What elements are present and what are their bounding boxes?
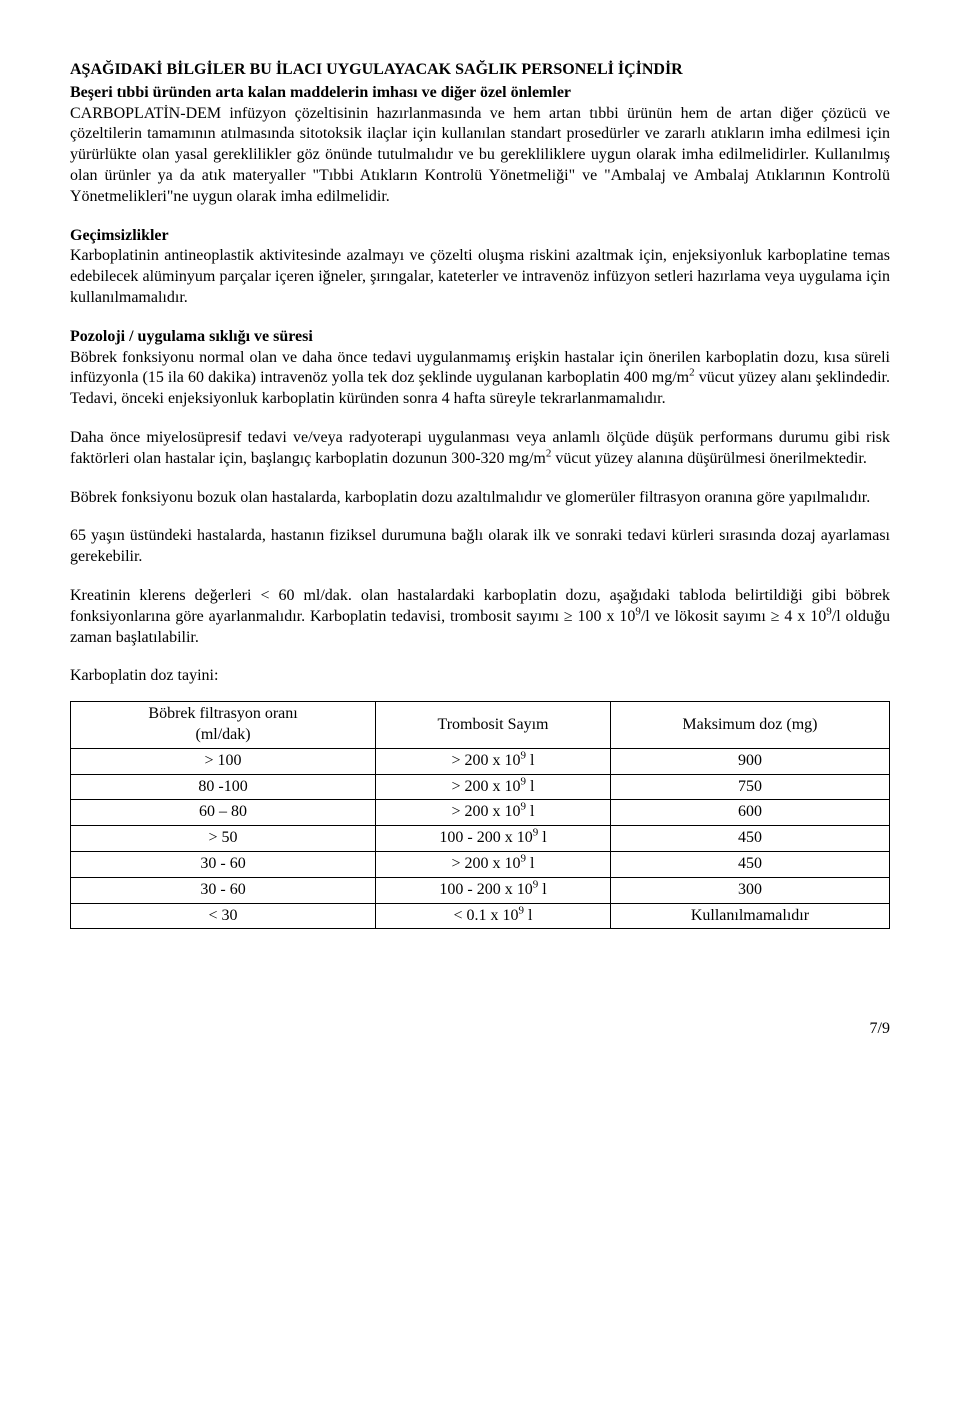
table-cell-c1: 60 – 80 bbox=[71, 800, 376, 826]
pozoloji-p5-mid: /l ve lökosit sayımı ≥ 4 x 10 bbox=[641, 608, 826, 625]
gecimsizlikler-body: Karboplatinin antineoplastik aktivitesin… bbox=[70, 247, 890, 306]
table-header-c1a: Böbrek filtrasyon oranı bbox=[148, 705, 297, 722]
pozoloji-p4: 65 yaşın üstündeki hastalarda, hastanın … bbox=[70, 526, 890, 568]
table-cell-c3: 900 bbox=[610, 748, 889, 774]
table-row: 30 - 60> 200 x 109 l450 bbox=[71, 851, 890, 877]
gecimsizlikler-heading: Geçimsizlikler bbox=[70, 227, 169, 244]
table-cell-c3: 450 bbox=[610, 851, 889, 877]
table-row: 80 -100> 200 x 109 l750 bbox=[71, 774, 890, 800]
table-header-c3: Maksimum doz (mg) bbox=[610, 702, 889, 749]
table-cell-c2: > 200 x 109 l bbox=[376, 748, 611, 774]
pozoloji-p2: Daha önce miyelosüpresif tedavi ve/veya … bbox=[70, 428, 890, 470]
doz-tayini-table: Böbrek filtrasyon oranı (ml/dak) Trombos… bbox=[70, 701, 890, 929]
gecimsizlikler-paragraph: Geçimsizlikler Karboplatinin antineoplas… bbox=[70, 226, 890, 309]
intro-body: CARBOPLATİN-DEM infüzyon çözeltisinin ha… bbox=[70, 105, 890, 205]
table-cell-c1: 30 - 60 bbox=[71, 877, 376, 903]
pozoloji-p5: Kreatinin klerens değerleri < 60 ml/dak.… bbox=[70, 586, 890, 648]
table-cell-c2: > 200 x 109 l bbox=[376, 774, 611, 800]
intro-heading: Beşeri tıbbi üründen arta kalan maddeler… bbox=[70, 84, 571, 101]
table-row: < 30< 0.1 x 109 lKullanılmamalıdır bbox=[71, 903, 890, 929]
table-cell-c3: 300 bbox=[610, 877, 889, 903]
table-cell-c3: Kullanılmamalıdır bbox=[610, 903, 889, 929]
pozoloji-p1: Böbrek fonksiyonu normal olan ve daha ön… bbox=[70, 348, 890, 410]
table-row: > 100> 200 x 109 l900 bbox=[71, 748, 890, 774]
table-cell-c1: 80 -100 bbox=[71, 774, 376, 800]
pozoloji-p2-post: vücut yüzey alanına düşürülmesi önerilme… bbox=[551, 450, 866, 467]
table-cell-c2: 100 - 200 x 109 l bbox=[376, 826, 611, 852]
doz-tayini-label: Karboplatin doz tayini: bbox=[70, 666, 890, 687]
table-cell-c2: 100 - 200 x 109 l bbox=[376, 877, 611, 903]
table-row: > 50100 - 200 x 109 l450 bbox=[71, 826, 890, 852]
table-cell-c2: < 0.1 x 109 l bbox=[376, 903, 611, 929]
table-header-c1b: (ml/dak) bbox=[196, 726, 251, 743]
table-cell-c2: > 200 x 109 l bbox=[376, 851, 611, 877]
table-row: 60 – 80> 200 x 109 l600 bbox=[71, 800, 890, 826]
table-cell-c1: > 100 bbox=[71, 748, 376, 774]
table-cell-c3: 750 bbox=[610, 774, 889, 800]
table-header-row: Böbrek filtrasyon oranı (ml/dak) Trombos… bbox=[71, 702, 890, 749]
table-cell-c1: < 30 bbox=[71, 903, 376, 929]
table-cell-c1: > 50 bbox=[71, 826, 376, 852]
table-header-c2: Trombosit Sayım bbox=[376, 702, 611, 749]
table-header-c1: Böbrek filtrasyon oranı (ml/dak) bbox=[71, 702, 376, 749]
page-footer: 7/9 bbox=[70, 1019, 890, 1040]
table-cell-c3: 450 bbox=[610, 826, 889, 852]
intro-paragraph: Beşeri tıbbi üründen arta kalan maddeler… bbox=[70, 83, 890, 208]
pozoloji-heading: Pozoloji / uygulama sıklığı ve süresi bbox=[70, 327, 890, 348]
table-cell-c3: 600 bbox=[610, 800, 889, 826]
page-title: AŞAĞIDAKİ BİLGİLER BU İLACI UYGULAYACAK … bbox=[70, 60, 890, 81]
pozoloji-p3: Böbrek fonksiyonu bozuk olan hastalarda,… bbox=[70, 488, 890, 509]
table-cell-c1: 30 - 60 bbox=[71, 851, 376, 877]
table-cell-c2: > 200 x 109 l bbox=[376, 800, 611, 826]
table-row: 30 - 60100 - 200 x 109 l300 bbox=[71, 877, 890, 903]
